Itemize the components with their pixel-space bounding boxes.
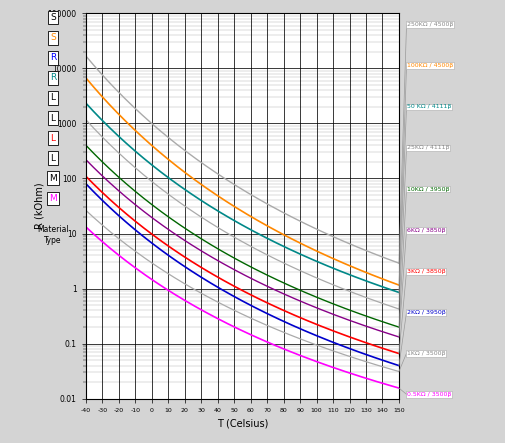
Text: M: M — [49, 194, 57, 203]
Text: S: S — [50, 13, 56, 22]
Text: S: S — [50, 33, 56, 42]
Text: 0.5KΩ / 3500β: 0.5KΩ / 3500β — [407, 392, 451, 397]
Text: L: L — [50, 113, 56, 123]
Text: 3KΩ / 3850β: 3KΩ / 3850β — [407, 268, 445, 274]
Text: L: L — [50, 154, 56, 163]
Y-axis label: R (kOhm): R (kOhm) — [35, 183, 45, 229]
Text: Material
Type: Material Type — [37, 225, 69, 245]
Text: R: R — [50, 74, 56, 82]
Text: 100KΩ / 4500β: 100KΩ / 4500β — [407, 63, 453, 68]
Text: 2KΩ / 3950β: 2KΩ / 3950β — [407, 310, 445, 315]
X-axis label: T (Celsius): T (Celsius) — [217, 418, 268, 428]
Text: 50 KΩ / 4111β: 50 KΩ / 4111β — [407, 105, 451, 109]
Text: L: L — [50, 134, 56, 143]
Text: R: R — [50, 53, 56, 62]
Text: 25KΩ / 4111β: 25KΩ / 4111β — [407, 145, 449, 151]
Text: 10KΩ / 3950β: 10KΩ / 3950β — [407, 187, 449, 191]
Text: L: L — [50, 93, 56, 102]
Text: 6KΩ / 3850β: 6KΩ / 3850β — [407, 228, 445, 233]
Text: 250KΩ / 4500β: 250KΩ / 4500β — [407, 22, 453, 27]
Text: M: M — [49, 174, 57, 183]
Text: 1KΩ / 3500β: 1KΩ / 3500β — [407, 351, 445, 356]
